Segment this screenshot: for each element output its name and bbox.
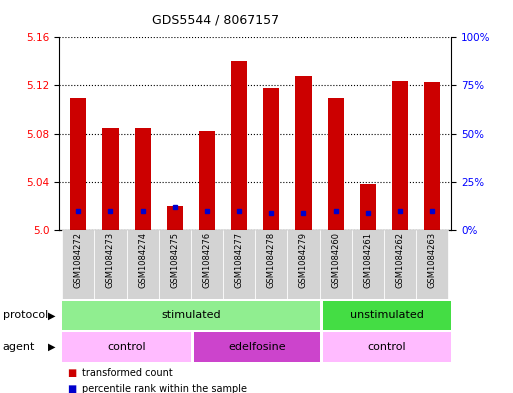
Bar xyxy=(103,128,119,230)
FancyBboxPatch shape xyxy=(159,230,191,299)
FancyBboxPatch shape xyxy=(127,230,159,299)
Text: transformed count: transformed count xyxy=(82,368,173,378)
FancyBboxPatch shape xyxy=(62,230,94,299)
Text: protocol: protocol xyxy=(3,310,48,320)
Text: control: control xyxy=(368,342,406,352)
Text: GSM1084275: GSM1084275 xyxy=(170,232,180,288)
Text: control: control xyxy=(107,342,146,352)
FancyBboxPatch shape xyxy=(416,230,448,299)
Text: percentile rank within the sample: percentile rank within the sample xyxy=(82,384,247,393)
Text: GSM1084272: GSM1084272 xyxy=(74,232,83,288)
FancyBboxPatch shape xyxy=(223,230,255,299)
Text: GSM1084274: GSM1084274 xyxy=(138,232,147,288)
FancyBboxPatch shape xyxy=(352,230,384,299)
Bar xyxy=(392,81,408,230)
Bar xyxy=(199,131,215,230)
Bar xyxy=(360,184,376,230)
Text: edelfosine: edelfosine xyxy=(228,342,286,352)
Text: GSM1084277: GSM1084277 xyxy=(234,232,244,288)
Text: stimulated: stimulated xyxy=(161,310,221,320)
Text: GSM1084273: GSM1084273 xyxy=(106,232,115,288)
Bar xyxy=(295,76,311,230)
Text: ▶: ▶ xyxy=(48,310,55,320)
FancyBboxPatch shape xyxy=(191,230,223,299)
Text: unstimulated: unstimulated xyxy=(350,310,424,320)
FancyBboxPatch shape xyxy=(62,332,191,362)
FancyBboxPatch shape xyxy=(323,301,451,330)
Text: GSM1084278: GSM1084278 xyxy=(267,232,276,288)
Text: ▶: ▶ xyxy=(48,342,55,352)
Text: ■: ■ xyxy=(67,384,76,393)
Bar xyxy=(231,61,247,230)
Text: GSM1084263: GSM1084263 xyxy=(428,232,437,288)
Bar xyxy=(134,128,151,230)
FancyBboxPatch shape xyxy=(384,230,416,299)
Text: GSM1084276: GSM1084276 xyxy=(203,232,211,288)
Text: agent: agent xyxy=(3,342,35,352)
Text: GSM1084261: GSM1084261 xyxy=(363,232,372,288)
FancyBboxPatch shape xyxy=(194,332,320,362)
FancyBboxPatch shape xyxy=(323,332,451,362)
Bar xyxy=(424,82,440,230)
FancyBboxPatch shape xyxy=(255,230,287,299)
Bar xyxy=(263,88,280,230)
Text: GSM1084279: GSM1084279 xyxy=(299,232,308,288)
Bar xyxy=(328,97,344,230)
Text: GSM1084260: GSM1084260 xyxy=(331,232,340,288)
FancyBboxPatch shape xyxy=(94,230,127,299)
Text: GSM1084262: GSM1084262 xyxy=(396,232,404,288)
Text: GDS5544 / 8067157: GDS5544 / 8067157 xyxy=(152,14,279,27)
FancyBboxPatch shape xyxy=(62,301,320,330)
Bar xyxy=(167,206,183,230)
Bar xyxy=(70,97,86,230)
Text: ■: ■ xyxy=(67,368,76,378)
FancyBboxPatch shape xyxy=(287,230,320,299)
FancyBboxPatch shape xyxy=(320,230,352,299)
